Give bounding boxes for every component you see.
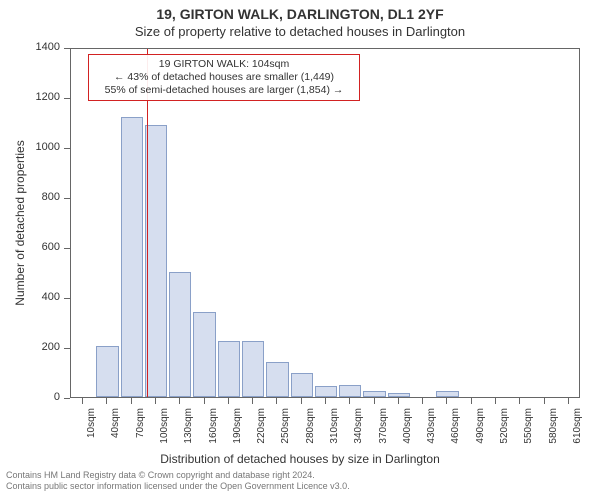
y-tick bbox=[64, 248, 70, 249]
x-tick-label: 490sqm bbox=[475, 408, 486, 452]
x-tick-label: 460sqm bbox=[450, 408, 461, 452]
chart-bar bbox=[145, 125, 167, 398]
x-tick-label: 610sqm bbox=[572, 408, 583, 452]
chart-bar bbox=[339, 385, 361, 398]
x-tick-label: 160sqm bbox=[208, 408, 219, 452]
x-tick bbox=[374, 398, 375, 404]
x-tick bbox=[422, 398, 423, 404]
y-tick bbox=[64, 198, 70, 199]
x-tick bbox=[179, 398, 180, 404]
x-tick-label: 400sqm bbox=[402, 408, 413, 452]
x-tick-label: 370sqm bbox=[378, 408, 389, 452]
annotation-line-2: ← 43% of detached houses are smaller (1,… bbox=[95, 71, 353, 84]
x-tick bbox=[204, 398, 205, 404]
chart-bar bbox=[436, 391, 458, 397]
x-tick-label: 10sqm bbox=[86, 408, 97, 452]
chart-bar bbox=[388, 393, 410, 397]
x-tick-label: 70sqm bbox=[135, 408, 146, 452]
x-tick-label: 430sqm bbox=[426, 408, 437, 452]
property-annotation: 19 GIRTON WALK: 104sqm ← 43% of detached… bbox=[88, 54, 360, 101]
x-tick bbox=[446, 398, 447, 404]
x-tick-label: 190sqm bbox=[232, 408, 243, 452]
y-tick-label: 800 bbox=[26, 191, 60, 203]
y-tick-label: 200 bbox=[26, 341, 60, 353]
attribution-footer: Contains HM Land Registry data © Crown c… bbox=[6, 470, 350, 492]
annotation-line-1: 19 GIRTON WALK: 104sqm bbox=[95, 58, 353, 71]
y-tick bbox=[64, 398, 70, 399]
y-tick-label: 1000 bbox=[26, 141, 60, 153]
x-tick-label: 340sqm bbox=[353, 408, 364, 452]
chart-bar bbox=[169, 272, 191, 397]
x-tick bbox=[106, 398, 107, 404]
x-axis-label: Distribution of detached houses by size … bbox=[0, 452, 600, 466]
page-title: 19, GIRTON WALK, DARLINGTON, DL1 2YF bbox=[0, 6, 600, 22]
x-tick bbox=[82, 398, 83, 404]
x-tick bbox=[301, 398, 302, 404]
x-tick bbox=[276, 398, 277, 404]
x-tick bbox=[519, 398, 520, 404]
x-tick bbox=[495, 398, 496, 404]
x-tick bbox=[252, 398, 253, 404]
chart-bar bbox=[266, 362, 288, 397]
y-axis-label: Number of detached properties bbox=[13, 123, 27, 323]
y-tick-label: 0 bbox=[26, 391, 60, 403]
chart-bar bbox=[315, 386, 337, 397]
x-tick bbox=[544, 398, 545, 404]
y-tick-label: 1400 bbox=[26, 41, 60, 53]
x-tick-label: 40sqm bbox=[110, 408, 121, 452]
x-tick-label: 580sqm bbox=[548, 408, 559, 452]
x-tick-label: 250sqm bbox=[280, 408, 291, 452]
footer-line-2: Contains public sector information licen… bbox=[6, 481, 350, 492]
chart-bar bbox=[193, 312, 215, 397]
x-tick bbox=[325, 398, 326, 404]
y-tick-label: 600 bbox=[26, 241, 60, 253]
y-tick bbox=[64, 348, 70, 349]
y-tick bbox=[64, 98, 70, 99]
y-tick bbox=[64, 298, 70, 299]
chart-bar bbox=[291, 373, 313, 397]
y-tick-label: 400 bbox=[26, 291, 60, 303]
x-tick-label: 550sqm bbox=[523, 408, 534, 452]
y-tick-label: 1200 bbox=[26, 91, 60, 103]
x-tick-label: 310sqm bbox=[329, 408, 340, 452]
x-tick-label: 130sqm bbox=[183, 408, 194, 452]
x-tick-label: 220sqm bbox=[256, 408, 267, 452]
x-tick bbox=[568, 398, 569, 404]
chart-subtitle: Size of property relative to detached ho… bbox=[0, 24, 600, 39]
x-tick-label: 280sqm bbox=[305, 408, 316, 452]
x-tick bbox=[349, 398, 350, 404]
x-tick bbox=[155, 398, 156, 404]
y-tick bbox=[64, 148, 70, 149]
x-tick-label: 520sqm bbox=[499, 408, 510, 452]
y-tick bbox=[64, 48, 70, 49]
x-tick-label: 100sqm bbox=[159, 408, 170, 452]
footer-line-1: Contains HM Land Registry data © Crown c… bbox=[6, 470, 350, 481]
x-tick bbox=[398, 398, 399, 404]
x-tick bbox=[131, 398, 132, 404]
annotation-line-3: 55% of semi-detached houses are larger (… bbox=[95, 84, 353, 97]
chart-bar bbox=[363, 391, 385, 397]
chart-bar bbox=[96, 346, 118, 397]
x-tick bbox=[471, 398, 472, 404]
chart-bar bbox=[218, 341, 240, 397]
chart-bar bbox=[242, 341, 264, 397]
chart-bar bbox=[121, 117, 143, 397]
x-tick bbox=[228, 398, 229, 404]
